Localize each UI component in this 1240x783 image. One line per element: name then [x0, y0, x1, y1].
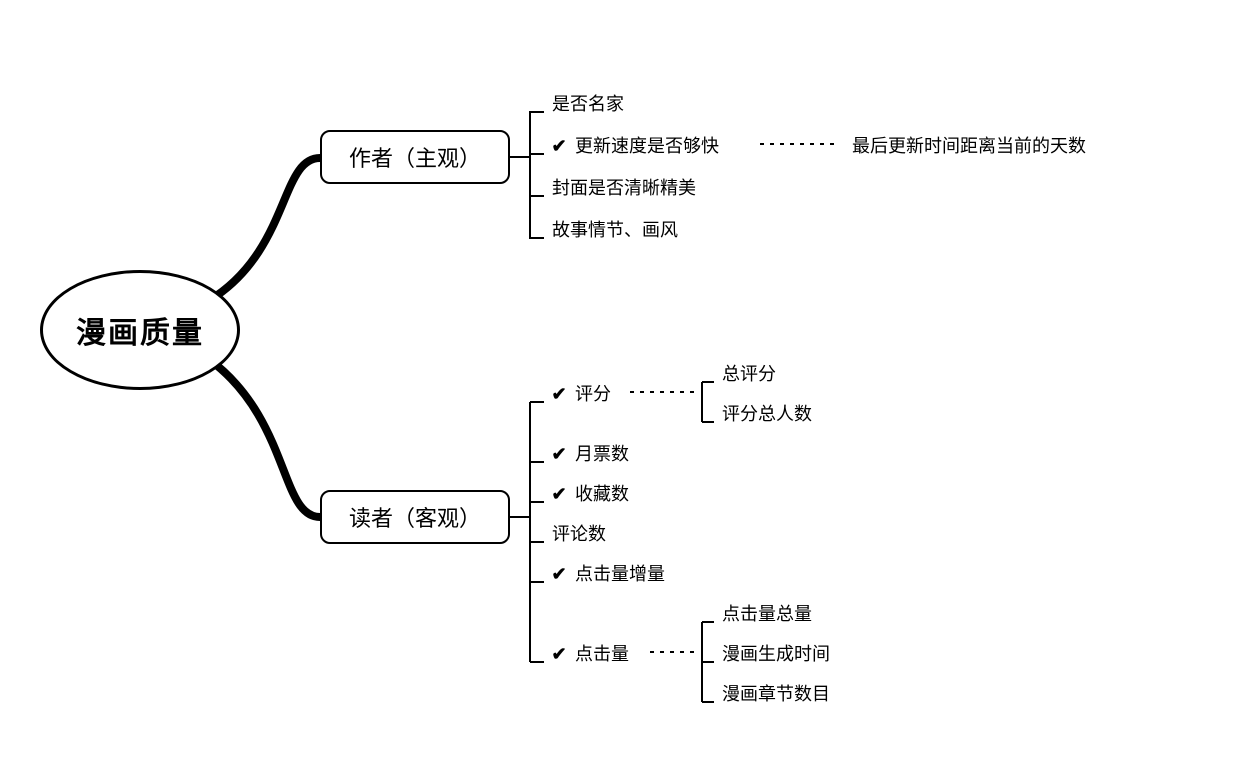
leaf-reader-5-sub-1: 漫画生成时间 [720, 640, 830, 666]
bracket-reader [510, 402, 544, 662]
check-icon: ✔ [550, 644, 568, 665]
leaf-reader-0: ✔ 评分 [550, 380, 611, 406]
leaf-label: 点击量 [573, 644, 629, 664]
connector-root-reader [210, 360, 320, 517]
root-node: 漫画质量 [40, 270, 240, 390]
leaf-reader-3: 评论数 [550, 520, 606, 546]
leaf-author-2: 封面是否清晰精美 [550, 174, 696, 200]
leaf-label: 评分 [573, 384, 611, 404]
check-icon: ✔ [550, 564, 568, 585]
leaf-label: 点击量增量 [573, 564, 665, 584]
bracket-pingfen [702, 382, 714, 422]
leaf-author-1-sub-0: 最后更新时间距离当前的天数 [850, 132, 1086, 158]
leaf-label: 漫画生成时间 [720, 644, 830, 664]
branch-reader-label: 读者（客观） [349, 501, 481, 533]
leaf-author-1: ✔ 更新速度是否够快 [550, 132, 719, 158]
check-icon: ✔ [550, 384, 568, 405]
leaf-author-3: 故事情节、画风 [550, 216, 678, 242]
bracket-dianjiliang [702, 622, 714, 702]
check-icon: ✔ [550, 484, 568, 505]
branch-author-label: 作者（主观） [349, 141, 481, 173]
leaf-reader-0-sub-1: 评分总人数 [720, 400, 812, 426]
leaf-label: 评分总人数 [720, 404, 812, 424]
leaf-author-0: 是否名家 [550, 90, 624, 116]
bracket-author [510, 112, 544, 238]
check-icon: ✔ [550, 136, 568, 157]
leaf-label: 收藏数 [573, 484, 629, 504]
leaf-label: 封面是否清晰精美 [550, 178, 696, 198]
leaf-reader-5-sub-2: 漫画章节数目 [720, 680, 830, 706]
leaf-reader-5-sub-0: 点击量总量 [720, 600, 812, 626]
branch-author: 作者（主观） [320, 130, 510, 184]
leaf-reader-4: ✔ 点击量增量 [550, 560, 665, 586]
leaf-label: 是否名家 [550, 94, 624, 114]
leaf-label: 月票数 [573, 444, 629, 464]
leaf-reader-2: ✔ 收藏数 [550, 480, 629, 506]
leaf-label: 最后更新时间距离当前的天数 [850, 136, 1086, 156]
branch-reader: 读者（客观） [320, 490, 510, 544]
leaf-label: 总评分 [720, 364, 776, 384]
leaf-label: 故事情节、画风 [550, 220, 678, 240]
check-icon: ✔ [550, 444, 568, 465]
leaf-reader-1: ✔ 月票数 [550, 440, 629, 466]
leaf-label: 点击量总量 [720, 604, 812, 624]
leaf-label: 评论数 [550, 524, 606, 544]
leaf-label: 漫画章节数目 [720, 684, 830, 704]
root-label: 漫画质量 [76, 308, 204, 352]
leaf-reader-0-sub-0: 总评分 [720, 360, 776, 386]
connector-root-author [210, 158, 320, 300]
mindmap-canvas: 漫画质量 作者（主观） 是否名家 ✔ 更新速度是否够快 最后更新时间距离当前的天… [0, 0, 1240, 783]
leaf-label: 更新速度是否够快 [573, 136, 719, 156]
leaf-reader-5: ✔ 点击量 [550, 640, 629, 666]
